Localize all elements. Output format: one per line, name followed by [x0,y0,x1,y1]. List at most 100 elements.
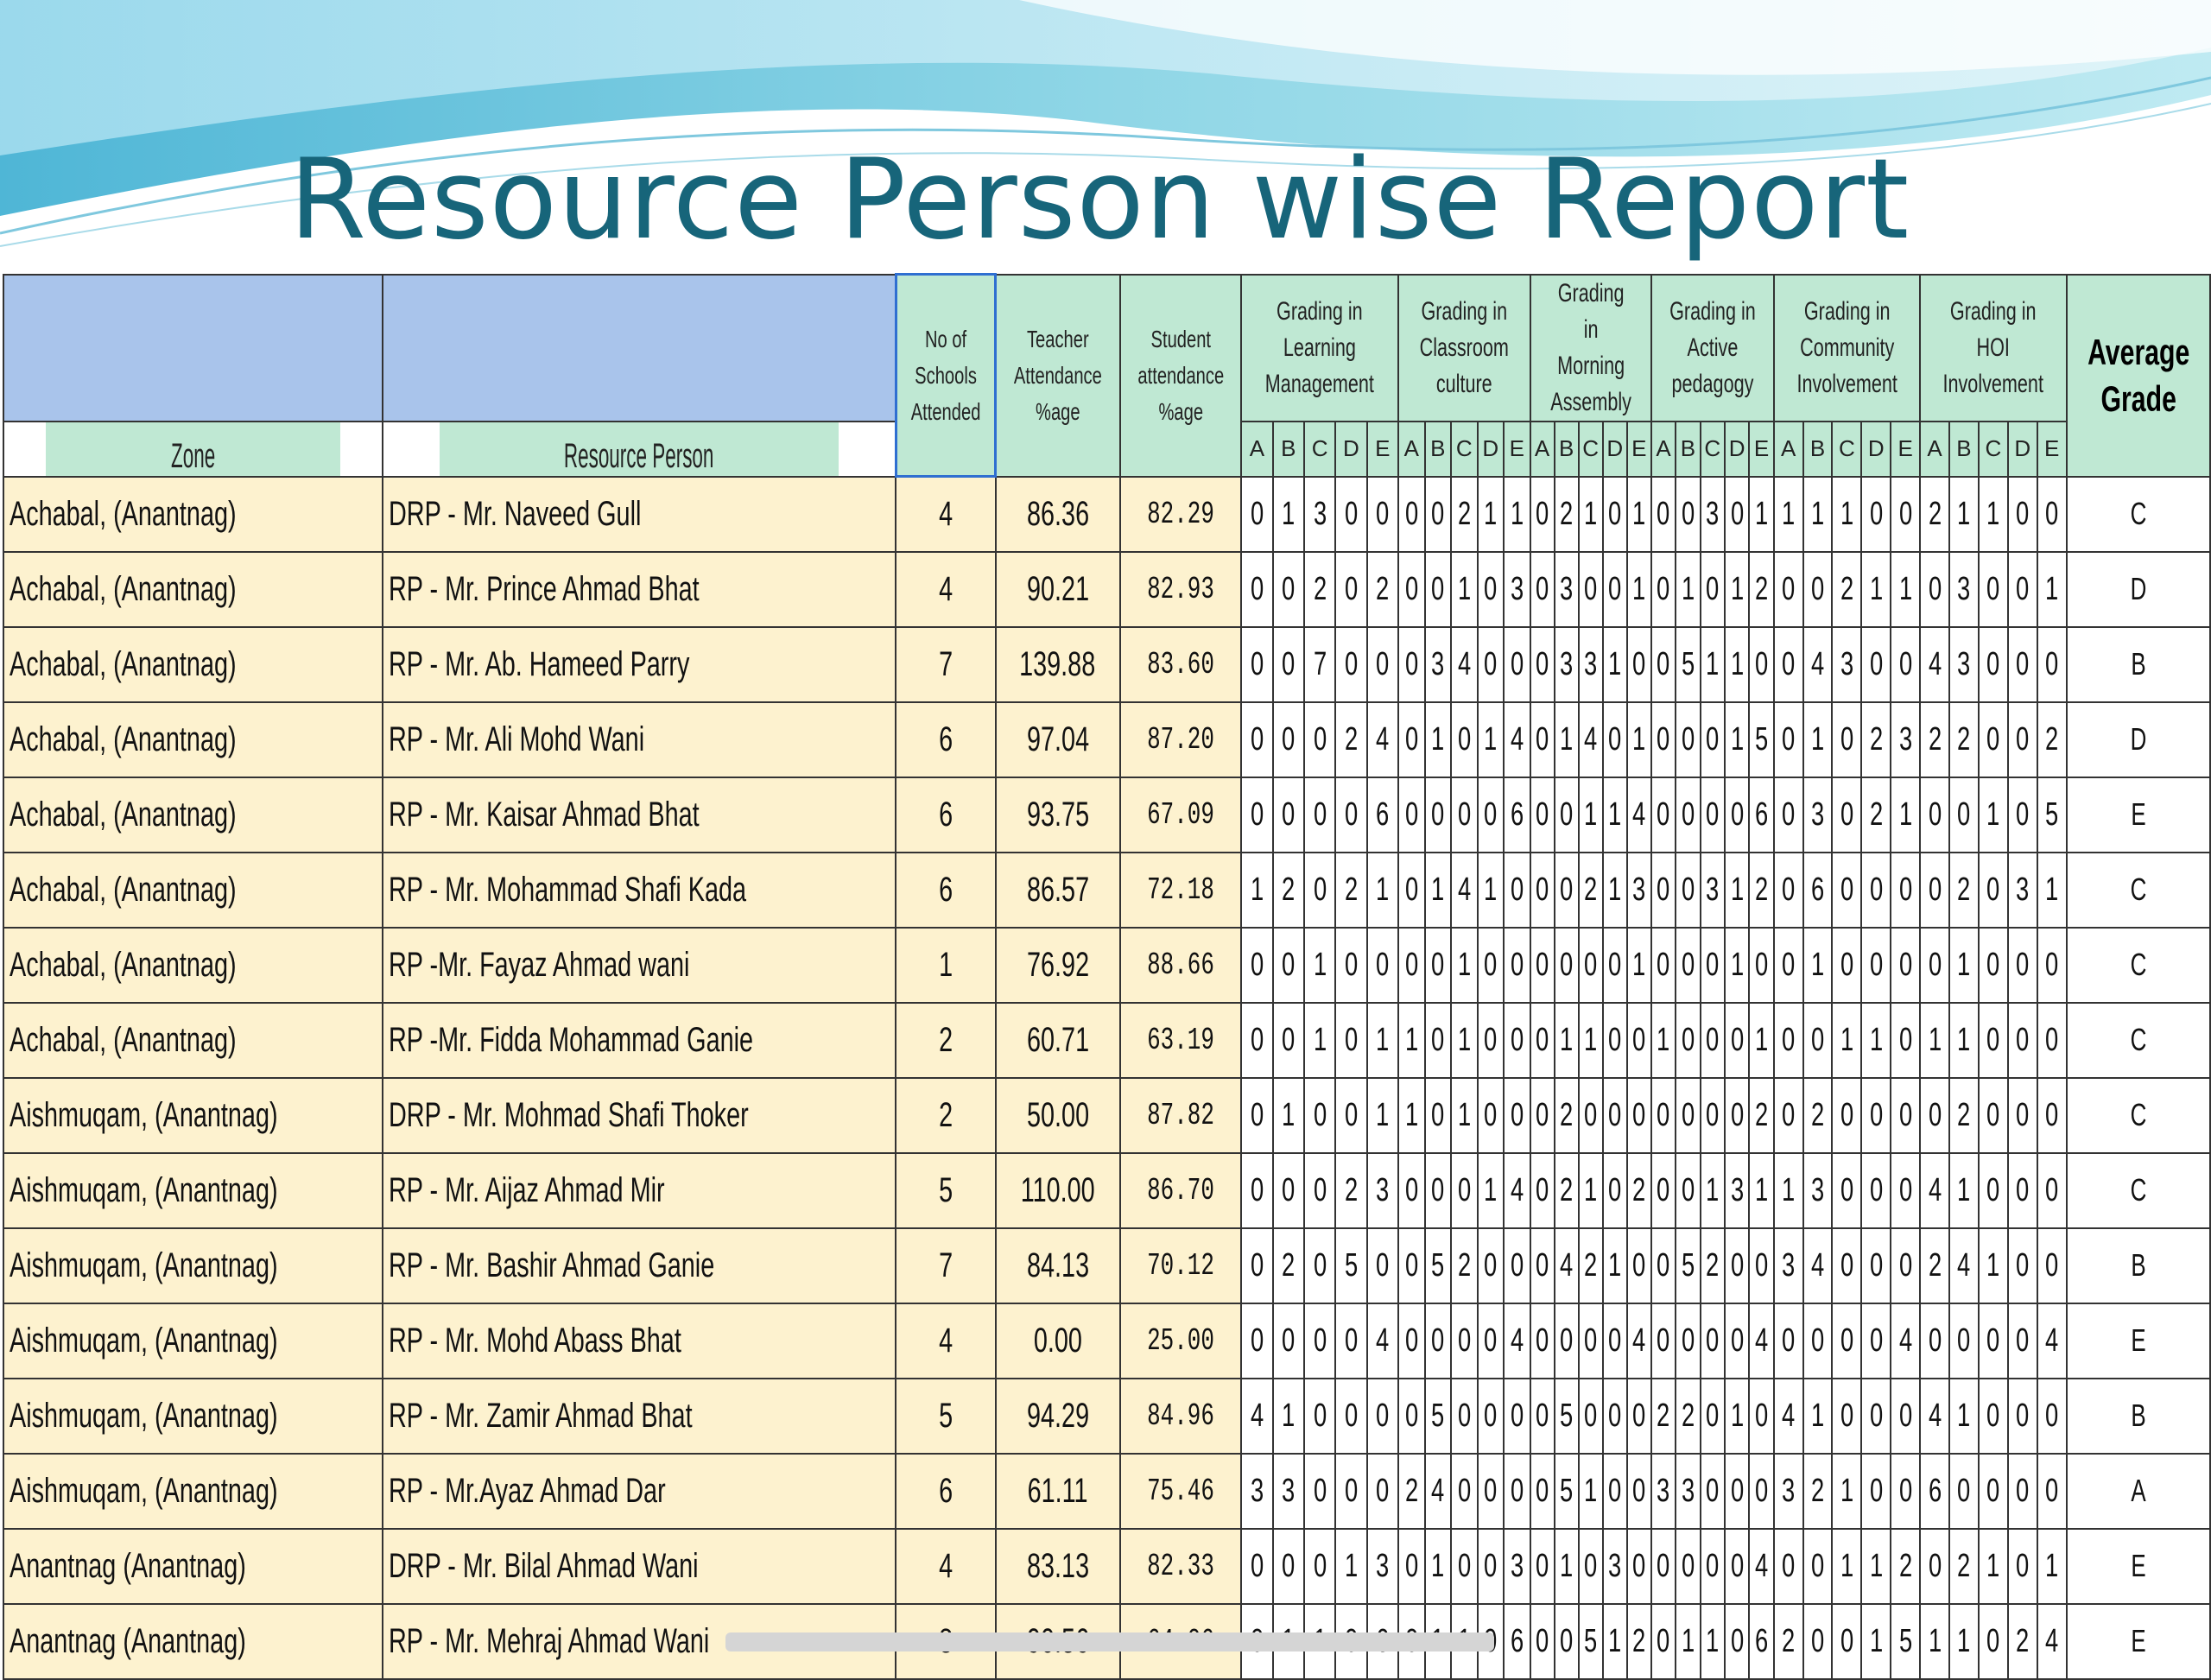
student-attendance-cell[interactable]: 87.82 [1118,1076,1243,1154]
grade-count-cell[interactable]: 0 [1334,1452,1368,1530]
grade-count-cell[interactable]: 0 [2036,1151,2068,1229]
schools-cell[interactable]: 4 [895,1527,997,1605]
grade-count-cell[interactable]: 7 [1302,625,1337,703]
average-grade-cell[interactable]: B [2065,1377,2211,1455]
horizontal-scrollbar[interactable] [725,1632,1494,1651]
grade-count-cell[interactable]: 0 [1675,1302,1701,1379]
grade-count-cell[interactable]: 1 [1890,776,1922,853]
grade-count-cell[interactable]: 3 [1890,701,1922,778]
grade-count-cell[interactable]: 0 [1397,1227,1426,1304]
grade-count-cell[interactable]: 4 [1503,701,1531,778]
grade-count-cell[interactable]: 1 [1977,1527,2009,1605]
teacher-attendance-cell[interactable]: 139.88 [994,625,1121,703]
grade-count-cell[interactable]: 0 [1503,1076,1531,1154]
grade-count-cell[interactable]: 0 [1476,1227,1505,1304]
grade-count-cell[interactable]: 2 [1948,1076,1980,1154]
grade-count-cell[interactable]: 0 [1334,926,1368,1004]
average-grade-cell[interactable]: E [2065,776,2211,853]
grade-count-cell[interactable]: 2 [1271,851,1305,929]
grade-count-cell[interactable]: 0 [1450,1452,1479,1530]
grade-count-cell[interactable]: 5 [1577,1602,1604,1680]
grade-count-cell[interactable]: 0 [1529,475,1555,553]
grade-count-cell[interactable]: 3 [1948,625,1980,703]
grade-count-cell[interactable]: 0 [1271,1001,1305,1079]
grade-count-cell[interactable]: 0 [1240,1227,1274,1304]
zone-cell[interactable]: Achabal, (Anantnag) [2,550,384,628]
grade-count-cell[interactable]: 0 [1860,475,1892,553]
grade-count-cell[interactable]: 1 [1423,1527,1452,1605]
resource-person-cell[interactable]: RP - Mr. Bashir Ahmad Ganie [382,1227,897,1304]
grade-count-cell[interactable]: 1 [1772,475,1804,553]
grade-count-cell[interactable]: 0 [1476,625,1505,703]
grade-count-cell[interactable]: 0 [2006,1076,2038,1154]
grade-count-cell[interactable]: 3 [1831,625,1863,703]
grade-count-cell[interactable]: 2 [1365,550,1400,628]
grade-count-cell[interactable]: 1 [1271,1076,1305,1154]
grade-count-cell[interactable]: 5 [1423,1227,1452,1304]
grade-count-cell[interactable]: 0 [1890,625,1922,703]
grade-count-cell[interactable]: 2 [1397,1452,1426,1530]
grade-count-cell[interactable]: 2 [1553,1076,1580,1154]
grade-count-cell[interactable]: 0 [1699,1001,1726,1079]
grade-count-cell[interactable]: 0 [1334,1076,1368,1154]
grade-count-cell[interactable]: 1 [1302,926,1337,1004]
grade-count-cell[interactable]: 1 [1553,1527,1580,1605]
grade-count-cell[interactable]: 0 [1919,776,1951,853]
grade-count-cell[interactable]: 0 [1476,1452,1505,1530]
grade-count-cell[interactable]: 2 [1802,1452,1834,1530]
student-attendance-cell[interactable]: 72.18 [1118,851,1243,929]
grade-count-cell[interactable]: 2 [1650,1377,1677,1455]
grade-count-cell[interactable]: 1 [1577,776,1604,853]
grade-count-cell[interactable]: 1 [1748,475,1775,553]
grade-count-cell[interactable]: 1 [1334,1527,1368,1605]
grade-count-cell[interactable]: 2 [1748,851,1775,929]
grade-count-cell[interactable]: 6 [1748,776,1775,853]
grade-count-cell[interactable]: 2 [1772,1602,1804,1680]
grade-count-cell[interactable]: 4 [1423,1452,1452,1530]
grade-count-cell[interactable]: 6 [1503,776,1531,853]
grade-count-cell[interactable]: 0 [1365,1227,1400,1304]
grade-count-cell[interactable]: 0 [1919,1302,1951,1379]
resource-person-cell[interactable]: RP - Mr. Prince Ahmad Bhat [382,550,897,628]
grade-count-cell[interactable]: 0 [1890,1001,1922,1079]
average-grade-cell[interactable]: E [2065,1602,2211,1680]
grade-count-cell[interactable]: 0 [1699,1076,1726,1154]
grade-count-cell[interactable]: 4 [1802,1227,1834,1304]
grade-count-cell[interactable]: 1 [1890,550,1922,628]
grade-count-cell[interactable]: 0 [1529,776,1555,853]
grade-count-cell[interactable]: 0 [1397,550,1426,628]
grade-count-cell[interactable]: 0 [1831,1602,1863,1680]
grade-count-cell[interactable]: 0 [1831,776,1863,853]
grade-count-cell[interactable]: 0 [1625,625,1652,703]
grade-count-cell[interactable]: 0 [1890,475,1922,553]
grade-count-cell[interactable]: 1 [1476,851,1505,929]
grade-count-cell[interactable]: 0 [1553,926,1580,1004]
grade-count-cell[interactable]: 0 [1450,1302,1479,1379]
average-grade-cell[interactable]: B [2065,625,2211,703]
grade-count-cell[interactable]: 2 [1577,1227,1604,1304]
grade-count-cell[interactable]: 0 [2006,1001,2038,1079]
grade-count-cell[interactable]: 0 [1302,1151,1337,1229]
teacher-attendance-cell[interactable]: 86.57 [994,851,1121,929]
zone-cell[interactable]: Anantnag (Anantnag) [2,1527,384,1605]
grade-count-cell[interactable]: 0 [1919,926,1951,1004]
grade-count-cell[interactable]: 1 [1948,1151,1980,1229]
grade-count-cell[interactable]: 3 [1802,776,1834,853]
grade-count-cell[interactable]: 0 [1302,1527,1337,1605]
grade-count-cell[interactable]: 0 [1450,1527,1479,1605]
grade-count-cell[interactable]: 0 [1699,1527,1726,1605]
grade-count-cell[interactable]: 0 [1860,1151,1892,1229]
grade-count-cell[interactable]: 0 [1529,1151,1555,1229]
grade-count-cell[interactable]: 1 [1919,1602,1951,1680]
grade-count-cell[interactable]: 0 [1748,625,1775,703]
grade-count-cell[interactable]: 1 [1601,776,1628,853]
grade-count-cell[interactable]: 0 [1450,1151,1479,1229]
grade-count-cell[interactable]: 0 [1476,550,1505,628]
grade-count-cell[interactable]: 0 [1601,1452,1628,1530]
grade-count-cell[interactable]: 0 [2006,1227,2038,1304]
average-grade-cell[interactable]: C [2065,851,2211,929]
grade-count-cell[interactable]: 0 [1302,701,1337,778]
grade-count-cell[interactable]: 0 [1860,625,1892,703]
grade-count-cell[interactable]: 0 [2036,1076,2068,1154]
grade-count-cell[interactable]: 0 [2036,926,2068,1004]
